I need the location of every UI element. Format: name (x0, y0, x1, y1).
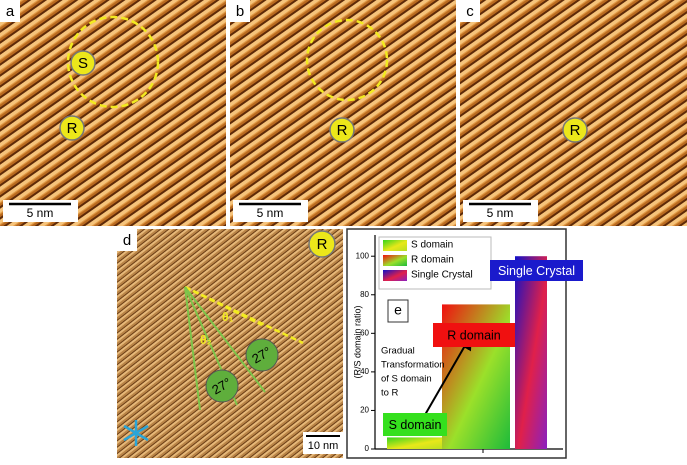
panel-label: e (394, 302, 402, 318)
marker-label: R (67, 120, 78, 137)
scale-box (233, 200, 308, 222)
legend-swatch (383, 270, 407, 281)
annotation: Transformation (381, 360, 445, 371)
angle-badge (245, 338, 279, 372)
guide-line (184, 286, 201, 411)
angle-symbol: θ₁ (222, 310, 233, 324)
bar-label-box (490, 260, 583, 281)
annotation: Gradual (381, 346, 415, 357)
marker (70, 50, 96, 76)
panel-label-box (387, 299, 409, 323)
stm-image (0, 0, 226, 226)
label-box (460, 0, 480, 22)
legend-label: Single Crystal (411, 270, 473, 281)
angle-line (184, 285, 263, 327)
y-tick-label: 0 (365, 444, 370, 453)
bar-label: R domain (447, 328, 501, 342)
y-tick-label: 60 (360, 328, 369, 337)
legend-swatch (383, 240, 407, 251)
scale-label: 5 nm (257, 206, 284, 220)
y-axis-label: (R/S domain ratio) (352, 305, 362, 378)
annotation: to R (381, 388, 399, 399)
label-box (230, 0, 250, 22)
panel-label: a (6, 3, 15, 20)
marker (329, 117, 355, 143)
bar-label-box (433, 323, 515, 347)
marker-label: R (570, 122, 581, 139)
marker (308, 230, 336, 258)
y-tick-label: 100 (356, 251, 370, 260)
stm-image (117, 229, 343, 458)
y-tick-label: 40 (360, 367, 369, 376)
scale-label: 10 nm (308, 440, 339, 452)
legend-label: R domain (411, 255, 454, 266)
y-tick-label: 20 (360, 406, 369, 415)
scale-box (303, 432, 343, 454)
stm-image (230, 0, 456, 226)
stm-image (460, 0, 687, 226)
legend-label: S domain (411, 240, 453, 251)
marker-label: S (78, 55, 88, 72)
annotation: of S domain (381, 374, 432, 385)
panel-label: c (466, 3, 474, 20)
scale-box (3, 200, 78, 222)
chart: 0 20 40 60 80 100 (R/S domain ratio) S domain R … (352, 235, 583, 453)
panel-label: b (236, 3, 244, 20)
guide-line (184, 286, 266, 393)
arrow (421, 333, 473, 421)
y-tick-label: 80 (360, 290, 369, 299)
marker-label: R (317, 236, 328, 253)
angle-symbol: θ₂ (200, 333, 212, 347)
scale-label: 5 nm (27, 206, 54, 220)
panel-label: d (123, 232, 131, 249)
bar (387, 437, 447, 449)
highlight-circle (305, 18, 389, 102)
bar (515, 256, 547, 449)
marker-label: R (337, 122, 348, 139)
angle-badge (205, 369, 239, 403)
bar-label-box (383, 413, 447, 436)
label-box (117, 229, 137, 251)
scale-label: 5 nm (487, 206, 514, 220)
scale-box (463, 200, 538, 222)
highlight-circle (66, 15, 160, 109)
orientation-star (123, 420, 149, 446)
bar-label: S domain (389, 418, 442, 432)
marker (59, 115, 85, 141)
marker (562, 117, 588, 143)
legend-swatch (383, 255, 407, 266)
bar-label: Single Crystal (498, 264, 575, 278)
label-box (0, 0, 20, 22)
